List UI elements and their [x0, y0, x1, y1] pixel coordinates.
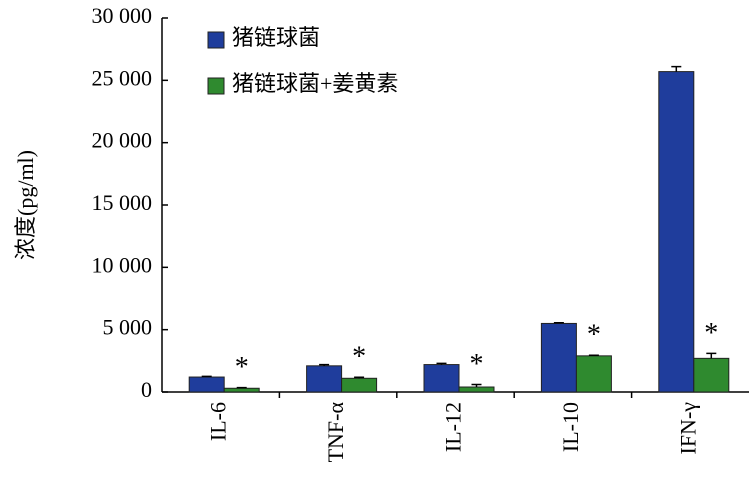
significance-mark: * — [352, 342, 366, 373]
y-axis-label: 浓度(pg/ml) — [13, 150, 38, 260]
bar — [575, 355, 612, 393]
y-tick-label: 20 000 — [92, 128, 153, 153]
y-tick-label: 5 000 — [103, 315, 153, 340]
y-tick-label: 25 000 — [92, 65, 153, 90]
significance-mark: * — [235, 352, 249, 383]
bar — [540, 322, 577, 393]
bar — [693, 357, 730, 393]
x-tick-label: IL-6 — [206, 402, 231, 441]
significance-mark: * — [704, 318, 718, 349]
error-bar — [436, 362, 447, 365]
y-tick-label: 15 000 — [92, 190, 153, 215]
y-tick-label: 30 000 — [92, 3, 153, 28]
x-tick-label: TNF-α — [323, 402, 348, 463]
legend-label: 猪链球菌 — [232, 25, 320, 50]
bar — [458, 386, 495, 393]
bar — [188, 376, 225, 393]
x-tick-label: IL-12 — [441, 402, 466, 452]
y-tick-label: 0 — [141, 377, 152, 402]
legend-label: 猪链球菌+姜黄素 — [232, 71, 398, 96]
bar — [341, 377, 378, 393]
error-bar — [706, 352, 717, 359]
error-bar — [553, 322, 564, 324]
x-tick-label: IL-10 — [558, 402, 583, 452]
significance-mark: * — [587, 320, 601, 351]
error-bar — [319, 363, 330, 366]
legend-swatch — [207, 77, 225, 95]
bar — [423, 364, 460, 393]
error-bar — [354, 376, 365, 379]
error-bar — [201, 375, 212, 378]
x-tick-label: IFN-γ — [675, 402, 700, 455]
y-tick-label: 10 000 — [92, 252, 153, 277]
legend-swatch — [207, 31, 225, 49]
error-bar — [471, 383, 482, 388]
error-bar — [671, 65, 682, 72]
error-bar — [236, 386, 247, 389]
error-bar — [588, 354, 599, 356]
significance-mark: * — [470, 349, 484, 380]
bar — [658, 71, 695, 393]
bar — [306, 365, 343, 393]
bar — [223, 387, 260, 393]
